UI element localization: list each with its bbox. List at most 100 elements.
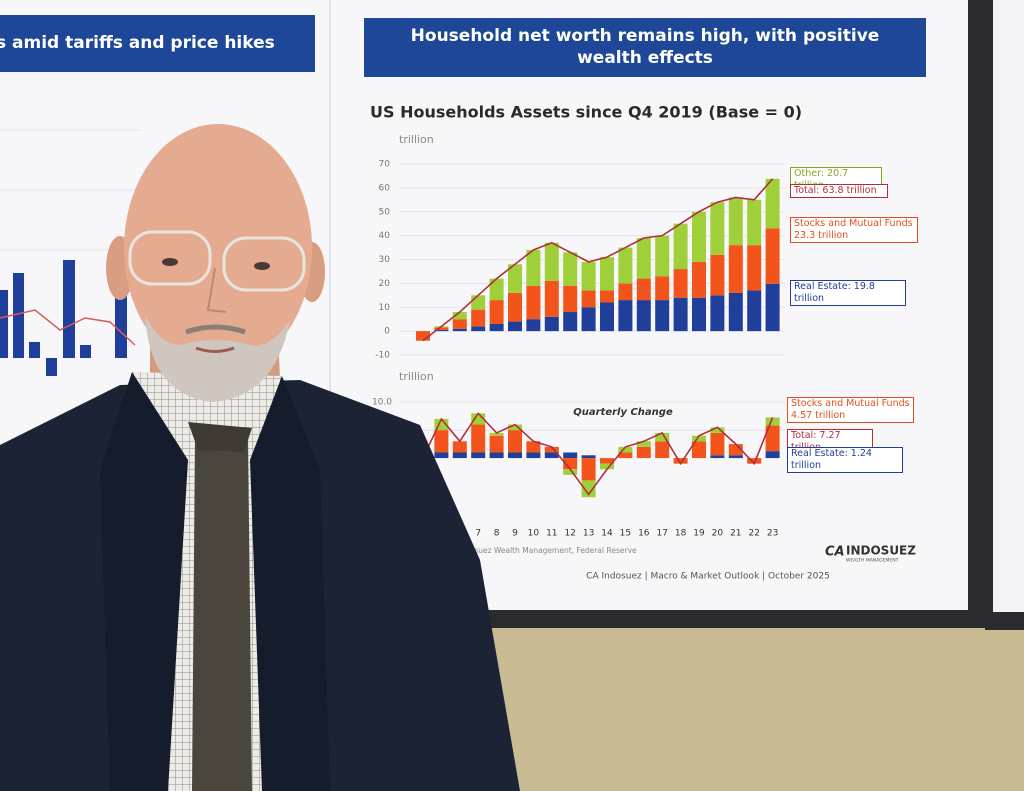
y-tick-label: 0 [384,327,390,337]
x-tick-label: 8 [494,529,500,539]
bar-segment [747,245,762,291]
bar-segment [544,280,559,317]
chart-subtitle: Quarterly Change [573,407,673,418]
bar-segment [692,297,706,332]
bar-segment [581,290,596,308]
bar-segment [765,228,780,284]
bar-segment [710,432,725,456]
y-tick-label: 20 [379,279,391,289]
bar-segment [673,458,688,464]
bar-segment [728,292,743,332]
bar-segment [655,432,670,442]
eye [254,262,270,270]
bar-segment [692,261,706,298]
bar-segment [765,178,780,229]
bar-segment [728,197,743,246]
bar-segment [544,316,559,332]
bar-segment [526,452,541,459]
x-tick-label: 15 [620,529,631,539]
bar-segment [692,435,706,442]
x-tick-label: 7 [475,529,481,539]
y-tick-label: 10.0 [372,398,392,408]
bar-segment [765,451,780,459]
bar-segment [618,247,633,284]
bar-segment [618,283,633,301]
footer: CA Indosuez | Macro & Market Outlook | O… [586,572,830,582]
bar-segment [618,300,633,332]
bar-segment [673,223,688,270]
y-tick-label: 70 [379,160,391,170]
x-tick-label: 14 [601,529,613,539]
x-tick-label: 13 [583,529,594,539]
bar-segment [692,441,706,459]
logo: INDOSUEZ [846,544,916,558]
bar-segment [452,328,467,332]
eye [162,258,178,266]
glasses [222,236,306,292]
bar-segment [581,480,596,498]
bar-segment [710,455,725,459]
bar-segment [434,452,449,459]
bar-segment [452,452,467,459]
bar-segment [747,199,762,246]
x-tick-label: 10 [528,529,540,539]
y-tick-label: 40 [379,231,391,241]
bar-segment [508,321,522,332]
bar-segment [710,427,725,433]
bar-segment [655,441,670,459]
y-tick-label: 60 [379,183,391,193]
bar-segment [508,452,522,459]
bar-segment [655,235,670,277]
bar-segment [508,292,522,322]
bar-segment [434,430,449,453]
bar-segment [581,307,596,332]
bar-segment [471,452,486,459]
x-tick-label: 18 [675,529,687,539]
logo-mark: CA [825,545,845,560]
bar-segment [636,441,651,447]
bar-segment [636,446,651,459]
unit-label: trillion [399,133,434,146]
bar-segment [636,300,651,332]
bar-segment [710,254,725,296]
bar-segment [452,312,467,320]
total-line [422,178,774,342]
annotation: Real Estate: 1.24 trillion [787,447,903,473]
x-tick-label: 9 [512,529,518,539]
bar-segment [655,276,670,301]
bar-segment [600,257,614,291]
second-screen [993,0,1024,612]
x-tick-label: 11 [546,529,557,539]
bar-segment [452,319,467,329]
bar-segment [434,418,449,431]
y-tick-label: 30 [379,255,391,265]
bar-segment [489,452,504,459]
bar-segment [471,413,486,425]
bar-segment [489,323,504,332]
bar-segment [728,455,743,459]
bar-segment [434,327,449,330]
bar-segment [489,300,504,324]
bar-segment [765,417,780,426]
y-tick-label: 10 [379,303,391,313]
tie [192,437,252,791]
moustache [185,324,246,335]
bar-segment [526,319,541,332]
unit-label: trillion [399,370,434,383]
bar-segment [452,441,467,453]
bar-segment [655,300,670,332]
lapel [250,376,330,791]
bar-segment [747,458,762,464]
bar-segment [618,452,633,459]
bar-segment [416,331,430,341]
x-tick-label: 23 [767,529,778,539]
bar-segment [471,309,486,327]
chart-title: US Households Assets since Q4 2019 (Base… [370,103,802,122]
slide-header: Household net worth remains high, with p… [364,18,926,77]
bar-segment [673,269,688,298]
x-tick-label: 20 [712,529,724,539]
source: Indosuez Wealth Management, Federal Rese… [458,546,637,555]
bar-segment [489,432,504,436]
